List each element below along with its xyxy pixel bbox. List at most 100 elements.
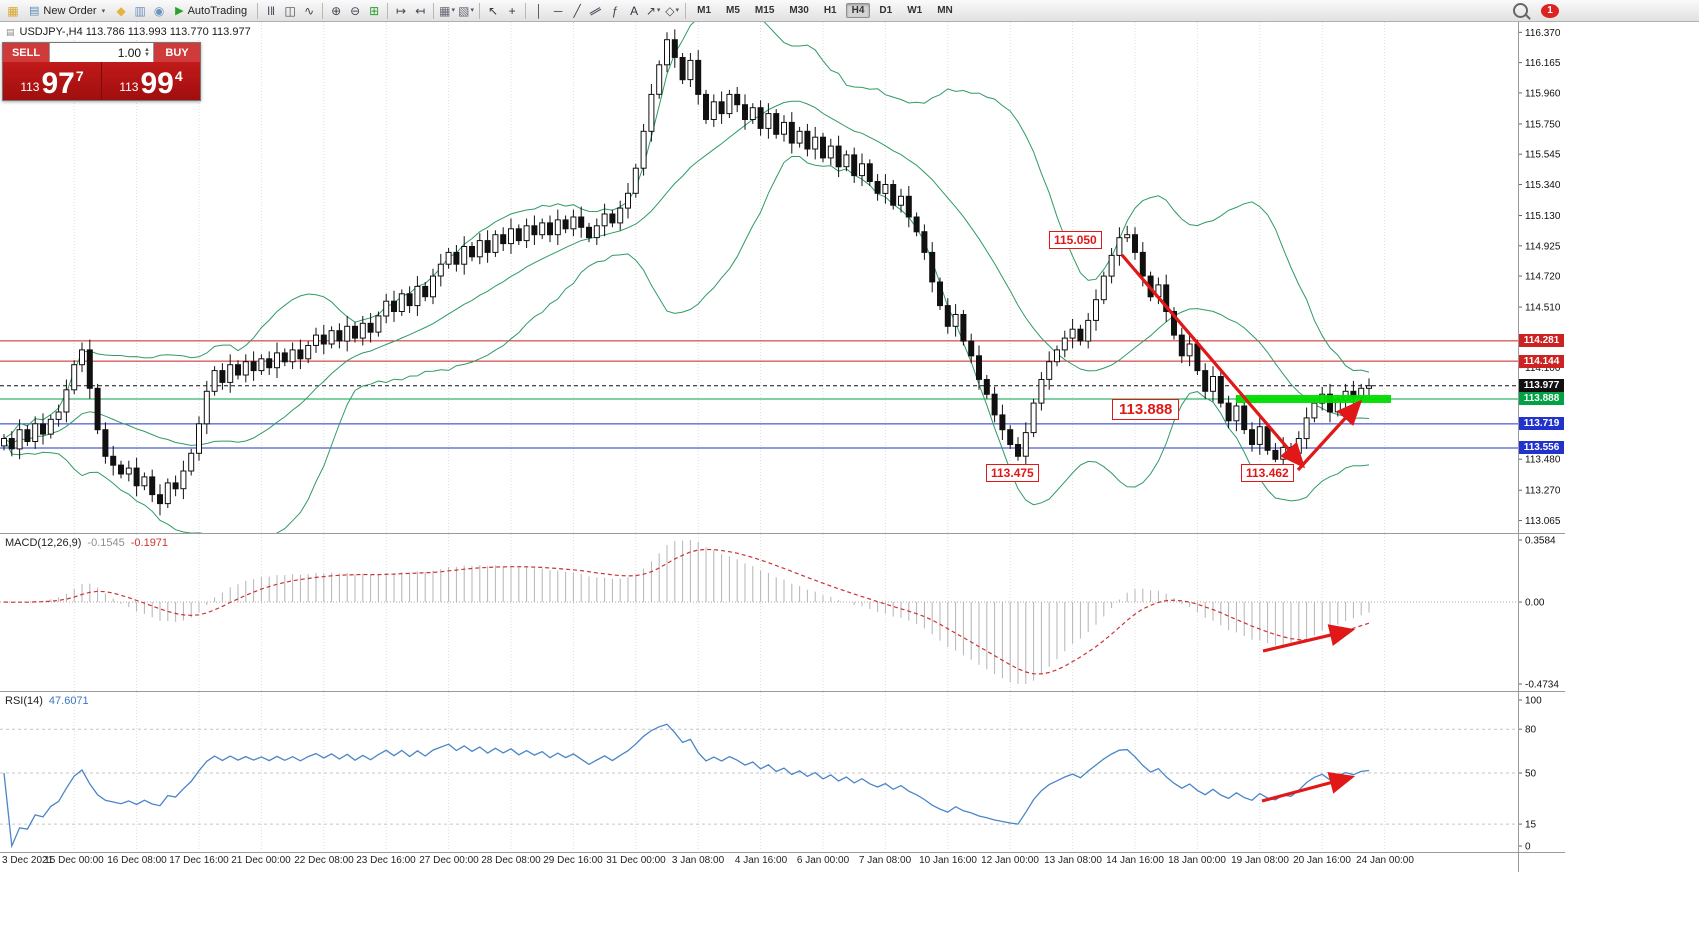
profiles-icon[interactable]: ▧ ▾ <box>458 3 475 18</box>
time-label: 3 Dec 2021 <box>2 855 54 866</box>
svg-text:50: 50 <box>1525 769 1537 780</box>
new-order-button[interactable]: ▤ New Order ▾ <box>29 4 106 18</box>
svg-text:0.00: 0.00 <box>1525 598 1545 609</box>
sell-price-sup: 7 <box>75 68 84 84</box>
svg-text:115.960: 115.960 <box>1525 88 1561 99</box>
svg-text:113.480: 113.480 <box>1525 455 1561 466</box>
volume-spinner[interactable]: ▲ ▼ <box>144 46 150 58</box>
time-label: 20 Jan 16:00 <box>1293 855 1351 866</box>
rsi-indicator-chart[interactable]: 100 80 50 15 0 <box>0 692 1565 851</box>
buy-price-button[interactable]: 113 99 4 <box>102 62 200 100</box>
one-click-trading-panel: SELL 1.00 ▲ ▼ BUY 113 97 7 113 99 4 <box>2 42 201 101</box>
price-tag-114.281: 114.281 <box>1519 334 1564 347</box>
cursor-icon[interactable]: ↖ <box>488 3 499 18</box>
zoom-in-icon[interactable]: ⊕ <box>331 3 342 18</box>
chart-shift-icon[interactable]: ↤ <box>415 3 426 18</box>
crosshair-icon[interactable]: + <box>508 3 516 18</box>
volume-input[interactable]: 1.00 ▲ ▼ <box>49 43 154 62</box>
price-annotation-113.888[interactable]: 113.888 <box>1112 399 1180 420</box>
price-divider <box>101 62 102 100</box>
toolbar-separator <box>387 2 389 19</box>
buy-price-sup: 4 <box>174 68 183 84</box>
svg-text:100: 100 <box>1525 696 1542 707</box>
svg-text:114.925: 114.925 <box>1525 241 1561 252</box>
toolbar-separator <box>257 2 259 19</box>
timeframe-m15-button[interactable]: M15 <box>754 5 775 16</box>
svg-text:114.510: 114.510 <box>1525 303 1561 314</box>
panel-divider-rsi[interactable] <box>0 691 1565 692</box>
new-chart-icon[interactable]: ▦ ▾ <box>439 3 456 18</box>
price-tag-113.977: 113.977 <box>1519 379 1564 392</box>
vertical-line-icon[interactable]: │ <box>535 3 543 18</box>
macd-label: MACD(12,26,9) -0.1545 -0.1971 <box>5 537 169 549</box>
svg-text:116.370: 116.370 <box>1525 28 1561 39</box>
sell-price-button[interactable]: 113 97 7 <box>3 62 101 100</box>
svg-text:114.100: 114.100 <box>1525 363 1561 374</box>
svg-text:115.545: 115.545 <box>1525 150 1561 161</box>
svg-text:0: 0 <box>1525 842 1531 852</box>
price-annotation-115.050[interactable]: 115.050 <box>1049 231 1102 249</box>
auto-scroll-icon[interactable]: ↦ <box>396 3 407 18</box>
time-label: 17 Dec 16:00 <box>169 855 229 866</box>
macd-indicator-chart[interactable]: 0.3584 0.00 -0.4734 <box>0 534 1565 691</box>
price-annotation-113.462[interactable]: 113.462 <box>1241 464 1294 482</box>
svg-text:80: 80 <box>1525 725 1537 736</box>
time-label: 15 Dec 00:00 <box>44 855 104 866</box>
tile-windows-icon[interactable]: ⊞ <box>369 3 380 18</box>
candlestick-type-icon[interactable]: ◫ <box>284 3 296 18</box>
time-label: 14 Jan 16:00 <box>1106 855 1164 866</box>
time-label: 6 Jan 00:00 <box>796 855 850 866</box>
timeframe-m5-button[interactable]: M5 <box>726 5 740 16</box>
spin-up-icon[interactable]: ▲ <box>144 46 150 53</box>
symbol-info: ▤ USDJPY-,H4 113.786 113.993 113.770 113… <box>6 26 251 38</box>
price-axis-line[interactable] <box>1518 22 1519 872</box>
fibonacci-icon[interactable]: ƒ <box>611 3 619 18</box>
deposit-icon[interactable]: ◆ <box>116 3 126 18</box>
trendline-icon[interactable]: ╱ <box>573 3 581 18</box>
app-chart-icon[interactable]: ▦ <box>7 3 19 18</box>
sell-price-big: 97 <box>41 67 75 100</box>
main-price-chart[interactable]: 116.370 116.165 115.960 115.750 115.545 115.3… <box>0 22 1565 533</box>
toolbar-separator <box>685 2 687 19</box>
svg-text:115.750: 115.750 <box>1525 119 1561 130</box>
time-axis[interactable]: 3 Dec 2021 15 Dec 00:00 16 Dec 08:00 17 Dec… <box>0 853 1565 869</box>
horizontal-line-icon[interactable]: ─ <box>553 3 563 18</box>
time-label: 12 Jan 00:00 <box>981 855 1039 866</box>
search-icon[interactable] <box>1513 3 1528 18</box>
svg-text:114.720: 114.720 <box>1525 272 1561 283</box>
timeframe-m1-button[interactable]: M1 <box>697 5 712 16</box>
buy-button[interactable]: BUY <box>154 43 200 62</box>
spin-down-icon[interactable]: ▼ <box>144 51 150 58</box>
panel-divider-macd[interactable] <box>0 533 1565 534</box>
timeframe-h1-button[interactable]: H1 <box>823 5 837 16</box>
timeframe-mn-button[interactable]: MN <box>937 5 953 16</box>
toolbar-separator <box>525 2 527 19</box>
sell-button[interactable]: SELL <box>3 43 49 62</box>
arrows-tool-icon[interactable]: ↗ ▾ <box>645 3 661 18</box>
autotrading-button[interactable]: ▶ AutoTrading <box>175 4 248 18</box>
line-chart-type-icon[interactable]: ∿ <box>304 3 315 18</box>
accounts-icon[interactable]: ▥ <box>134 3 146 18</box>
time-label: 3 Jan 08:00 <box>671 855 725 866</box>
timeframe-d1-button[interactable]: D1 <box>879 5 893 16</box>
time-label: 4 Jan 16:00 <box>734 855 788 866</box>
time-label: 23 Dec 16:00 <box>356 855 416 866</box>
volume-value: 1.00 <box>117 45 142 60</box>
zoom-out-icon[interactable]: ⊖ <box>350 3 361 18</box>
refresh-icon[interactable]: ◉ <box>153 3 165 18</box>
bar-chart-type-icon[interactable]: ǀǁ <box>267 3 276 18</box>
time-label: 18 Jan 00:00 <box>1168 855 1226 866</box>
time-label: 31 Dec 00:00 <box>606 855 666 866</box>
text-icon[interactable]: A <box>630 3 639 18</box>
notification-badge[interactable]: 1 <box>1541 3 1559 18</box>
time-label: 10 Jan 16:00 <box>919 855 977 866</box>
price-tag-114.144: 114.144 <box>1519 355 1564 368</box>
shapes-icon[interactable]: ◇ ▾ <box>665 3 679 18</box>
timeframe-m30-button[interactable]: M30 <box>789 5 809 16</box>
timeframe-h4-button[interactable]: H4 <box>845 3 871 18</box>
price-annotation-113.475[interactable]: 113.475 <box>986 464 1039 482</box>
time-label: 24 Jan 00:00 <box>1356 855 1414 866</box>
timeframe-w1-button[interactable]: W1 <box>907 5 923 16</box>
channel-icon[interactable]: ∥ <box>588 4 604 17</box>
svg-text:113.270: 113.270 <box>1525 486 1561 497</box>
